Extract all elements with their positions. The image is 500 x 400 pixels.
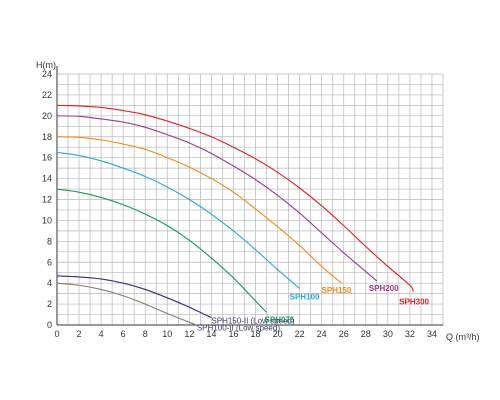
y-tick-label: 10 [42,215,52,225]
series-lines [56,104,414,325]
x-tick-label: 18 [251,329,261,339]
y-tick-label: 12 [42,195,52,205]
y-tick-label: 0 [47,320,52,330]
series-line-sph150-ii-low-speed [56,275,212,319]
x-tick-label: 20 [273,329,283,339]
series-label-sph100: SPH100 [290,292,320,301]
x-tick-label: 8 [143,329,148,339]
y-axis-label: H(m) [36,60,56,70]
x-tick-label: 0 [54,329,59,339]
x-tick-labels: 0 2 4 6 8 10 12 14 16 18 20 22 24 26 28 30 32 34 [54,329,436,339]
series-line-sph300 [56,104,414,292]
series-label-sph300: SPH300 [399,298,429,307]
y-tick-label: 18 [42,132,52,142]
series-line-sph100 [56,151,300,289]
axes [56,66,443,326]
x-tick-label: 34 [427,329,437,339]
x-tick-label: 12 [184,329,194,339]
y-tick-label: 16 [42,153,52,163]
series-line-sph200 [56,115,378,282]
y-tick-label: 2 [47,299,52,309]
x-tick-label: 22 [295,329,305,339]
x-tick-label: 32 [405,329,415,339]
series-line-sph150 [56,136,342,284]
y-tick-label: 8 [47,236,52,246]
y-tick-label: 22 [42,90,52,100]
y-tick-label: 6 [47,257,52,267]
grid-lines [57,73,444,325]
x-tick-label: 14 [206,329,216,339]
y-tick-label: 24 [42,69,52,79]
y-tick-label: 20 [42,111,52,121]
series-label-sph150: SPH150 [322,286,352,295]
series-label-sph150-ii-low-speed: SPH150-II (Low speed) [211,317,294,326]
x-tick-label: 30 [383,329,393,339]
x-tick-label: 26 [339,329,349,339]
series-label-sph200: SPH200 [369,284,399,293]
x-axis-label: Q (m³/h) [446,332,480,342]
x-tick-label: 2 [77,329,82,339]
series-line-sph100-ii-low-speed [56,282,196,325]
x-tick-label: 4 [99,329,104,339]
x-tick-label: 28 [361,329,371,339]
x-tick-label: 6 [121,329,126,339]
series-label-sph100-ii-low-speed: SPH100-II (Low speed) [197,323,280,332]
x-tick-label: 10 [162,329,172,339]
y-tick-label: 4 [47,278,52,288]
x-tick-label: 16 [228,329,238,339]
y-tick-label: 14 [42,174,52,184]
series-line-sph075 [56,188,267,313]
series-label-sph075: SPH075 [265,315,295,324]
x-tick-label: 24 [317,329,327,339]
